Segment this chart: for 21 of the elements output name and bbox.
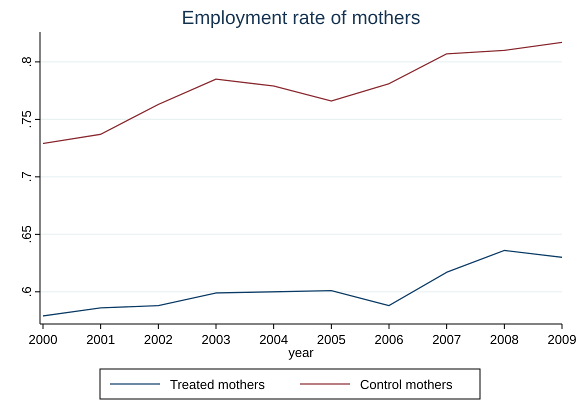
y-tick-label: .75: [19, 110, 34, 128]
x-tick-label: 2007: [432, 332, 462, 347]
x-tick-label: 2000: [28, 332, 58, 347]
y-tick-label: .7: [19, 171, 34, 182]
y-tick-label: .65: [19, 225, 34, 244]
x-tick-label: 2009: [548, 332, 576, 347]
y-tick-label: .6: [19, 286, 34, 298]
x-tick-label: 2004: [259, 332, 288, 347]
chart-title: Employment rate of mothers: [182, 8, 420, 29]
line-series: [42, 42, 563, 144]
x-tick-label: 2008: [490, 332, 519, 347]
line-series: [42, 250, 563, 317]
legend-label: Treated mothers: [170, 377, 266, 392]
x-tick-label: 2001: [86, 332, 116, 347]
y-tick-label: .8: [19, 56, 34, 68]
x-tick-label: 2002: [144, 332, 173, 347]
x-tick-label: 2005: [316, 332, 346, 347]
x-tick-label: 2003: [202, 332, 230, 347]
x-tick-label: 2006: [374, 332, 404, 347]
legend-label: Control mothers: [360, 377, 453, 392]
x-axis-title: year: [288, 345, 314, 360]
